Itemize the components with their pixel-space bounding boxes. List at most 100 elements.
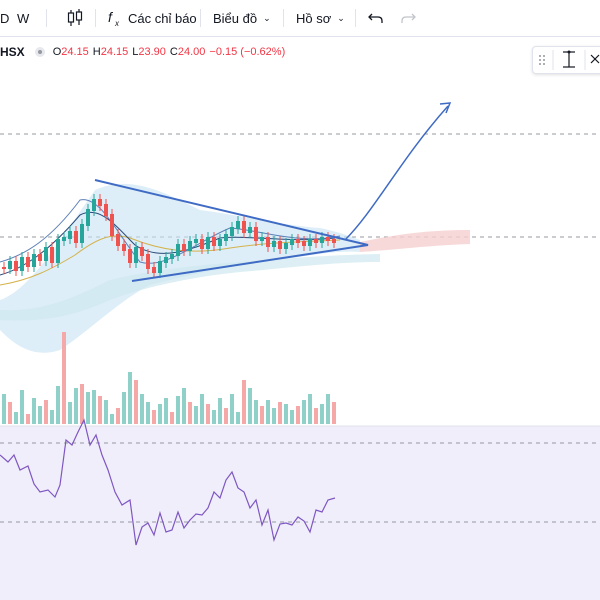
candle-body [314, 239, 318, 243]
indicators-button[interactable]: f x Các chỉ báo [108, 0, 197, 36]
volume-bar [320, 404, 324, 424]
candle-body [326, 237, 330, 241]
volume-bar [158, 404, 162, 424]
candle-body [134, 247, 138, 263]
price-chart[interactable] [0, 36, 600, 600]
volume-bar [116, 408, 120, 424]
open-value: 24.15 [61, 46, 89, 58]
interval-day-label: D [0, 10, 10, 26]
chart-type-label: Biểu đồ [213, 10, 258, 26]
chart-style-button[interactable] [66, 0, 84, 36]
low-label: L [132, 46, 139, 58]
drag-handle-icon[interactable] [539, 55, 545, 65]
candles [2, 194, 336, 278]
volume-bar [32, 398, 36, 424]
symbol-exchange: HSX [0, 45, 25, 59]
candle-body [260, 237, 264, 241]
candle-body [14, 261, 18, 271]
rsi-line [0, 418, 336, 546]
volume-bar [272, 408, 276, 424]
candle-body [74, 231, 78, 243]
candle-body [68, 231, 72, 239]
candle-body [50, 247, 54, 263]
candle-body [26, 257, 30, 267]
volume-bar [308, 394, 312, 424]
candle-body [62, 237, 66, 241]
volume-bar [296, 406, 300, 424]
svg-text:x: x [114, 19, 120, 27]
volume-bar [104, 400, 108, 424]
candle-body [2, 267, 6, 269]
candle-body [290, 239, 294, 245]
candle-body [224, 234, 228, 241]
volume-bar [26, 414, 30, 424]
redo-button[interactable] [400, 0, 416, 36]
triangle-pattern[interactable] [94, 179, 369, 282]
candle-body [128, 249, 132, 263]
candle-body [92, 199, 96, 211]
volume-bar [2, 394, 6, 424]
volume-bar [164, 398, 168, 424]
candle-body [296, 239, 300, 243]
volume-bar [62, 332, 66, 424]
low-value: 23.90 [138, 46, 166, 58]
volume-bar [188, 402, 192, 424]
candle-body [146, 254, 150, 269]
candle-body [266, 237, 270, 247]
volume-bar [44, 400, 48, 424]
indicators-label: Các chỉ báo [128, 10, 197, 26]
volume-bar [8, 402, 12, 424]
volume-bar [266, 400, 270, 424]
volume-bar [242, 380, 246, 424]
volume-bar [218, 398, 222, 424]
candle-body [44, 247, 48, 261]
candle-body [320, 237, 324, 243]
volume-bar [200, 394, 204, 424]
volume-bar [68, 402, 72, 424]
candle-body [56, 239, 60, 263]
candle-body [218, 239, 222, 246]
volume-bar [170, 412, 174, 424]
visibility-icon[interactable] [34, 47, 45, 57]
volume-bar [194, 406, 198, 424]
volume-bar [236, 412, 240, 424]
chart-type-dropdown[interactable]: Biểu đồ ⌄ [213, 0, 271, 36]
candle-body [176, 244, 180, 256]
candle-body [86, 209, 90, 226]
close-icon[interactable] [590, 54, 600, 64]
volume-bar [278, 402, 282, 424]
moving-average-line [0, 235, 341, 286]
breakout-arrow[interactable] [344, 105, 449, 241]
volume-bar [230, 394, 234, 424]
close-label: C [169, 46, 178, 58]
top-toolbar: D W f x Các chỉ báo Biểu đồ ⌄ Hồ sơ ⌄ [0, 0, 600, 37]
volume-bar [314, 408, 318, 424]
volume-bar [212, 410, 216, 424]
volume-bar [92, 390, 96, 424]
interval-week-button[interactable]: W [17, 0, 29, 36]
candle-body [284, 243, 288, 249]
chevron-down-icon: ⌄ [263, 12, 271, 23]
candle-body [110, 214, 114, 236]
volume-bar [38, 406, 42, 424]
high-value: 24.15 [100, 46, 129, 58]
divider [200, 9, 201, 27]
candle-body [278, 241, 282, 249]
interval-day-button[interactable]: D [0, 0, 9, 36]
candle-body [302, 241, 306, 246]
volume-bar [128, 372, 132, 424]
volume-bar [260, 406, 264, 424]
profile-dropdown[interactable]: Hồ sơ ⌄ [296, 0, 345, 36]
measure-icon[interactable] [563, 50, 575, 68]
divider [355, 9, 356, 27]
volume-bar [86, 392, 90, 424]
volume-bar [290, 410, 294, 424]
volume-bar [182, 388, 186, 424]
candle-body [158, 261, 162, 273]
candlestick-icon [67, 9, 83, 26]
candle-body [254, 227, 258, 241]
volume-bar [50, 410, 54, 424]
undo-icon [368, 13, 383, 23]
volume-bar [176, 396, 180, 424]
undo-button[interactable] [368, 0, 384, 36]
